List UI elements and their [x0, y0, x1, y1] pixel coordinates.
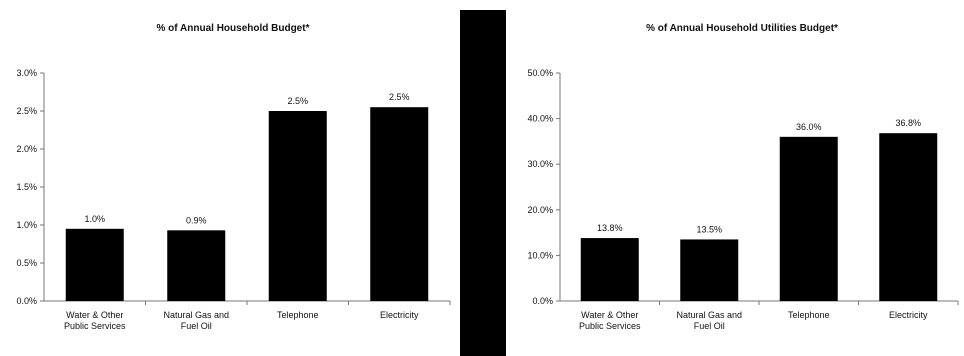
right-x-category-label: Natural Gas and: [676, 310, 742, 320]
left-y-tick-label: 2.5%: [16, 106, 37, 116]
right-y-tick-label: 0.0%: [532, 296, 553, 306]
right-y-tick-label: 50.0%: [527, 68, 553, 78]
left-y-tick-label: 1.5%: [16, 182, 37, 192]
left-bar-data-label: 0.9%: [186, 215, 207, 225]
left-y-tick-label: 3.0%: [16, 68, 37, 78]
left-bar: [268, 111, 327, 301]
left-chart-title: % of Annual Household Budget*: [157, 23, 310, 34]
left-bar: [167, 230, 226, 301]
right-x-category-label: Public Services: [579, 321, 641, 331]
right-chart-title: % of Annual Household Utilities Budget*: [646, 23, 838, 34]
left-bar-data-label: 1.0%: [84, 214, 105, 224]
right-y-tick-label: 10.0%: [527, 250, 553, 260]
left-y-tick-label: 0.5%: [16, 258, 37, 268]
right-bar-data-label: 13.8%: [597, 223, 623, 233]
right-x-category-label: Fuel Oil: [694, 321, 725, 331]
right-x-category-label: Telephone: [788, 310, 830, 320]
black-divider-bar: [460, 10, 506, 356]
right-bar-data-label: 13.5%: [696, 224, 722, 234]
left-x-category-label: Telephone: [277, 310, 319, 320]
left-bar-data-label: 2.5%: [287, 96, 308, 106]
right-bar-data-label: 36.8%: [895, 118, 921, 128]
right-y-tick-label: 20.0%: [527, 205, 553, 215]
left-x-category-label: Fuel Oil: [181, 321, 212, 331]
left-x-category-label: Natural Gas and: [163, 310, 229, 320]
right-bar: [680, 239, 739, 301]
right-x-category-label: Electricity: [889, 310, 928, 320]
left-x-category-label: Public Services: [64, 321, 126, 331]
right-x-category-label: Water & Other: [581, 310, 638, 320]
left-bar: [370, 107, 429, 301]
right-bar-data-label: 36.0%: [796, 122, 822, 132]
left-y-tick-label: 2.0%: [16, 144, 37, 154]
left-bar-data-label: 2.5%: [389, 92, 410, 102]
right-bar: [580, 238, 639, 301]
right-y-tick-label: 40.0%: [527, 114, 553, 124]
right-y-tick-label: 30.0%: [527, 159, 553, 169]
left-y-tick-label: 0.0%: [16, 296, 37, 306]
right-bar: [879, 133, 938, 301]
right-bar: [779, 136, 838, 301]
left-y-tick-label: 1.0%: [16, 220, 37, 230]
left-x-category-label: Electricity: [380, 310, 419, 320]
left-x-category-label: Water & Other: [66, 310, 123, 320]
left-bar: [65, 228, 124, 301]
